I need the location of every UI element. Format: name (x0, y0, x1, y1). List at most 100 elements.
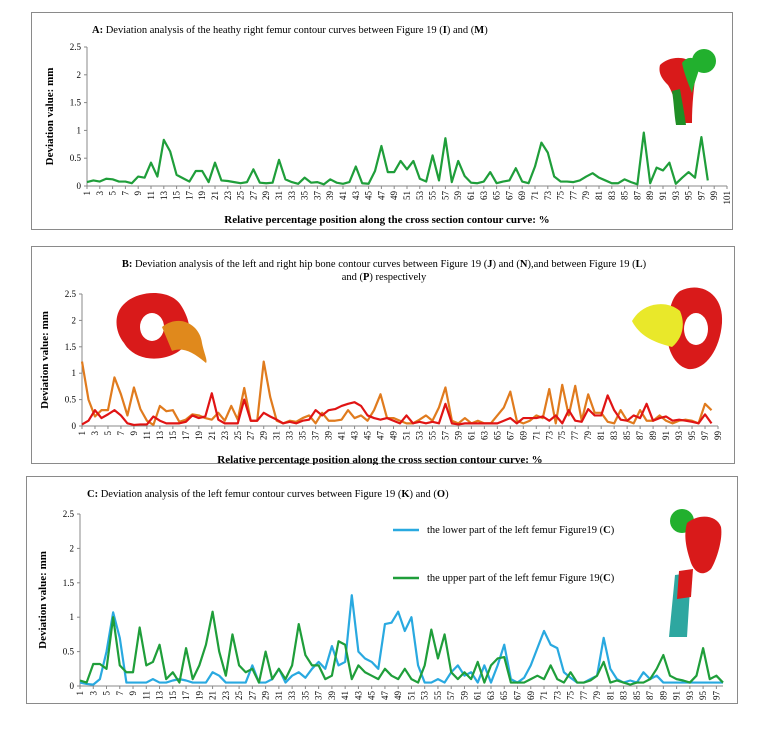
x-tick-label: 9 (129, 431, 139, 436)
x-tick-label: 29 (259, 431, 269, 441)
x-tick-label: 45 (364, 191, 374, 201)
x-tick-label: 19 (194, 691, 204, 701)
x-tick-label: 79 (581, 191, 591, 201)
y-tick-label: 1.5 (70, 98, 82, 108)
panel-a: A: Deviation analysis of the heathy righ… (31, 12, 733, 230)
x-tick-label: 7 (115, 691, 125, 696)
x-tick-label: 47 (376, 191, 386, 201)
x-tick-label: 29 (261, 191, 271, 201)
x-tick-label: 87 (645, 691, 655, 701)
x-tick-label: 89 (658, 691, 668, 701)
x-tick-label: 63 (486, 691, 496, 701)
x-tick-label: 17 (181, 431, 191, 441)
x-tick-label: 99 (713, 431, 723, 441)
y-tick-label: 1 (70, 612, 75, 622)
y-tick-label: 0 (70, 681, 75, 691)
y-tick-label: 2 (70, 543, 75, 553)
x-tick-label: 61 (466, 431, 476, 440)
chart-title-b-line2: and (P) respectively (342, 272, 427, 283)
x-tick-label: 49 (393, 691, 403, 701)
x-tick-label: 15 (172, 191, 182, 201)
x-tick-label: 1 (75, 691, 85, 696)
left-femur-model-image (669, 509, 722, 637)
x-tick-label: 87 (635, 431, 645, 441)
x-tick-label: 45 (367, 691, 377, 701)
x-axis-label: Relative percentage position along the c… (224, 214, 549, 226)
y-tick-label: 2 (72, 315, 77, 325)
x-tick-label: 69 (518, 431, 528, 441)
x-tick-label: 73 (543, 191, 553, 201)
x-tick-label: 37 (312, 191, 322, 201)
x-tick-label: 19 (194, 431, 204, 441)
x-tick-label: 75 (557, 431, 567, 441)
x-tick-label: 55 (427, 431, 437, 441)
x-tick-label: 51 (401, 431, 411, 440)
x-tick-label: 7 (120, 191, 130, 196)
x-tick-label: 23 (223, 191, 233, 201)
x-tick-label: 47 (380, 691, 390, 701)
x-tick-label: 5 (103, 431, 113, 436)
panel-b: B: Deviation analysis of the left and ri… (31, 246, 735, 465)
x-tick-label: 85 (620, 191, 630, 201)
x-tick-label: 67 (505, 431, 515, 441)
x-tick-label: 57 (446, 691, 456, 701)
y-tick-label: 0.5 (65, 395, 77, 405)
x-tick-label: 51 (406, 691, 416, 700)
x-tick-label: 31 (274, 691, 284, 700)
x-tick-label: 35 (300, 691, 310, 701)
y-tick-label: 0 (77, 181, 82, 191)
x-tick-label: 57 (440, 431, 450, 441)
x-tick-label: 37 (314, 691, 324, 701)
x-tick-label: 71 (531, 431, 541, 440)
series-line-1 (79, 594, 723, 686)
x-tick-label: 65 (499, 691, 509, 701)
x-tick-label: 17 (184, 191, 194, 201)
x-tick-label: 61 (473, 691, 483, 700)
x-tick-label: 17 (181, 691, 191, 701)
y-tick-label: 0.5 (70, 153, 82, 163)
x-tick-label: 39 (324, 431, 334, 441)
x-tick-label: 73 (544, 431, 554, 441)
x-tick-label: 49 (389, 431, 399, 441)
x-tick-label: 67 (513, 691, 523, 701)
x-tick-label: 15 (168, 431, 178, 441)
x-tick-label: 89 (648, 431, 658, 441)
y-tick-label: 1.5 (65, 342, 77, 352)
x-tick-label: 9 (128, 691, 138, 696)
x-tick-label: 51 (402, 191, 412, 200)
x-tick-label: 77 (570, 431, 580, 441)
series-line-1 (80, 360, 713, 427)
x-tick-label: 27 (246, 431, 256, 441)
x-tick-label: 11 (141, 691, 151, 700)
y-tick-label: 2.5 (63, 509, 75, 519)
x-tick-label: 69 (517, 191, 527, 201)
hip-bone-model-right-image (632, 287, 723, 370)
x-tick-label: 37 (311, 431, 321, 441)
x-tick-label: 33 (287, 691, 297, 701)
x-tick-label: 41 (338, 191, 348, 200)
panel-c: C: Deviation analysis of the left femur … (26, 476, 738, 704)
x-tick-label: 27 (248, 191, 258, 201)
x-tick-label: 53 (420, 691, 430, 701)
x-tick-label: 5 (102, 691, 112, 696)
x-tick-label: 39 (325, 191, 335, 201)
x-tick-label: 79 (583, 431, 593, 441)
x-tick-label: 11 (142, 431, 152, 440)
x-tick-label: 39 (327, 691, 337, 701)
x-tick-label: 67 (504, 191, 514, 201)
series-line-2 (81, 392, 713, 427)
series-line-2 (79, 610, 724, 686)
y-tick-label: 1 (72, 368, 77, 378)
x-tick-label: 23 (221, 691, 231, 701)
x-tick-label: 27 (247, 691, 257, 701)
x-tick-label: 23 (220, 431, 230, 441)
x-tick-label: 41 (337, 431, 347, 440)
x-tick-label: 93 (671, 191, 681, 201)
x-tick-label: 13 (155, 431, 165, 441)
x-tick-label: 93 (674, 431, 684, 441)
x-tick-label: 31 (272, 431, 282, 440)
legend-label: the lower part of the left femur Figure1… (427, 525, 615, 536)
x-tick-label: 59 (453, 191, 463, 201)
x-tick-label: 49 (389, 191, 399, 201)
y-tick-label: 1 (77, 125, 82, 135)
